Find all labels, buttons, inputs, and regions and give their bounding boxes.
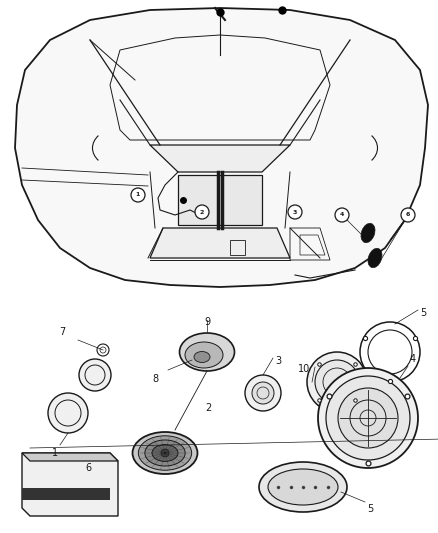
Text: 8: 8 [152,374,158,384]
Circle shape [335,208,349,222]
Ellipse shape [145,440,185,466]
Text: 3: 3 [293,209,297,214]
Polygon shape [22,453,118,516]
Circle shape [307,352,367,412]
Ellipse shape [138,436,192,470]
Ellipse shape [180,333,234,371]
Text: 2: 2 [205,403,211,413]
Ellipse shape [268,469,338,505]
Text: 2: 2 [200,209,204,214]
Circle shape [245,375,281,411]
Ellipse shape [194,351,210,362]
Polygon shape [22,453,118,461]
Polygon shape [150,145,290,172]
Ellipse shape [185,342,223,368]
Text: 3: 3 [275,356,281,366]
Ellipse shape [361,223,375,243]
Circle shape [288,205,302,219]
Circle shape [315,360,359,404]
Ellipse shape [133,432,198,474]
Circle shape [48,393,88,433]
Text: 10: 10 [298,364,310,374]
Text: 6: 6 [406,213,410,217]
Circle shape [79,359,111,391]
Polygon shape [22,488,110,500]
Text: 4: 4 [340,213,344,217]
Text: 4: 4 [410,354,416,364]
Ellipse shape [259,462,347,512]
Circle shape [252,382,274,404]
Ellipse shape [368,248,382,268]
Ellipse shape [152,445,178,462]
Text: 1: 1 [136,192,140,198]
Circle shape [161,449,169,457]
Text: 5: 5 [367,504,373,514]
Text: 9: 9 [204,317,210,327]
Text: 5: 5 [420,308,426,318]
Circle shape [131,188,145,202]
Circle shape [318,368,418,468]
Circle shape [195,205,209,219]
Circle shape [401,208,415,222]
Polygon shape [178,175,262,225]
Text: 1: 1 [52,448,58,458]
Polygon shape [15,8,428,287]
Circle shape [326,376,410,460]
Circle shape [338,388,398,448]
Text: 7: 7 [59,327,65,337]
Polygon shape [150,228,290,258]
Text: 6: 6 [85,463,91,473]
